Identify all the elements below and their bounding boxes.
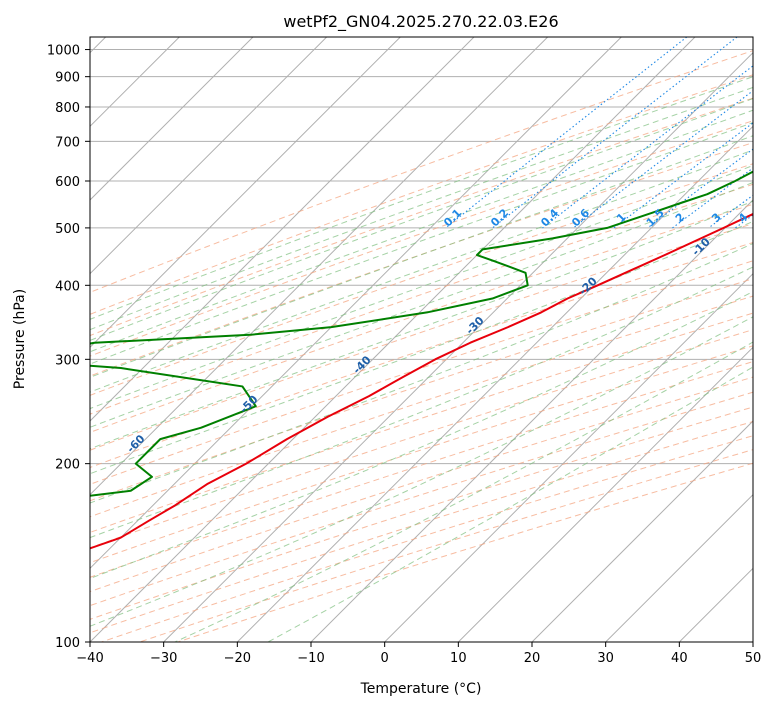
series-line-1	[90, 170, 753, 497]
mixing-ratio-line	[542, 65, 753, 229]
plot-frame	[89, 36, 754, 643]
y-tick-label: 900	[55, 71, 80, 86]
y-tick-label: 700	[55, 135, 80, 150]
moist-adiabat	[90, 135, 753, 378]
dry-adiabat	[90, 120, 753, 357]
x-tick-label: −10	[297, 651, 324, 666]
plot-area: 0.10.20.40.611.52346810131620253036-100-…	[90, 37, 753, 642]
x-tick-label: −40	[76, 651, 103, 666]
isotherm-gridline	[90, 37, 328, 275]
series-layer	[90, 170, 753, 550]
mixing-ratio-line	[572, 90, 753, 229]
y-tick-label: 600	[55, 175, 80, 190]
y-tick-label: 500	[55, 222, 80, 237]
isotherm-gridline	[90, 37, 401, 349]
x-tick-label: −30	[150, 651, 177, 666]
dry-adiabat	[90, 142, 753, 377]
chart-title: wetPf2_GN04.2025.270.22.03.E26	[283, 12, 558, 32]
isotherm-gridline	[605, 493, 753, 642]
x-tick-label: 50	[745, 651, 762, 666]
moist-adiabat	[90, 266, 753, 539]
moist-adiabat	[90, 98, 753, 341]
isotherm-gridline	[90, 37, 622, 570]
series-line-0	[90, 212, 753, 550]
x-tick-label: 10	[450, 651, 467, 666]
y-tick-label: 100	[55, 636, 80, 651]
moist-adiabat	[90, 76, 753, 320]
x-tick-label: 40	[671, 651, 688, 666]
axes: −40 −30 −20 −10 0 10 20 30 40 50 100 200 300 400 500 60…	[47, 44, 761, 666]
isotherm-gridline	[310, 199, 753, 642]
x-tick-label: −20	[224, 651, 251, 666]
isotherm-gridline	[457, 346, 753, 642]
y-tick-label: 400	[55, 279, 80, 294]
mixing-ratio-line	[672, 167, 753, 229]
moist-adiabat	[90, 121, 753, 365]
x-tick-label: 20	[524, 651, 541, 666]
dry-adiabat	[177, 462, 753, 642]
isotherm-gridline	[531, 420, 753, 642]
x-axis-label: Temperature (°C)	[360, 681, 482, 697]
dry-adiabat	[90, 345, 753, 564]
dry-adiabat	[90, 183, 753, 415]
y-tick-label: 200	[55, 458, 80, 473]
y-tick-label: 800	[55, 101, 80, 116]
dry-adiabat	[90, 50, 753, 293]
isotherm-gridline	[90, 37, 549, 496]
y-tick-label: 300	[55, 353, 80, 368]
isotherm-gridline	[384, 272, 753, 642]
dry-adiabat	[101, 435, 753, 642]
dry-adiabat	[90, 163, 753, 396]
x-tick-label: 0	[381, 651, 389, 666]
dry-adiabat	[90, 97, 753, 337]
moist-adiabat	[90, 200, 753, 450]
mixing-ratio-line	[492, 37, 738, 229]
isotherm-gridline	[163, 51, 753, 642]
moist-adiabat	[90, 181, 753, 428]
isotherm-gridline	[90, 37, 254, 201]
moist-adiabat	[267, 366, 753, 642]
moist-adiabat	[90, 291, 753, 579]
isotherm-gridline	[90, 37, 696, 642]
moist-adiabat	[90, 242, 753, 504]
y-axis-label: Pressure (hPa)	[12, 289, 28, 389]
dry-adiabat	[90, 361, 753, 578]
y-tick-label: 1000	[47, 44, 80, 59]
x-tick-label: 30	[597, 651, 614, 666]
dry-adiabat	[139, 449, 753, 642]
moist-adiabat	[90, 164, 753, 410]
isotherm-gridline	[236, 125, 753, 642]
